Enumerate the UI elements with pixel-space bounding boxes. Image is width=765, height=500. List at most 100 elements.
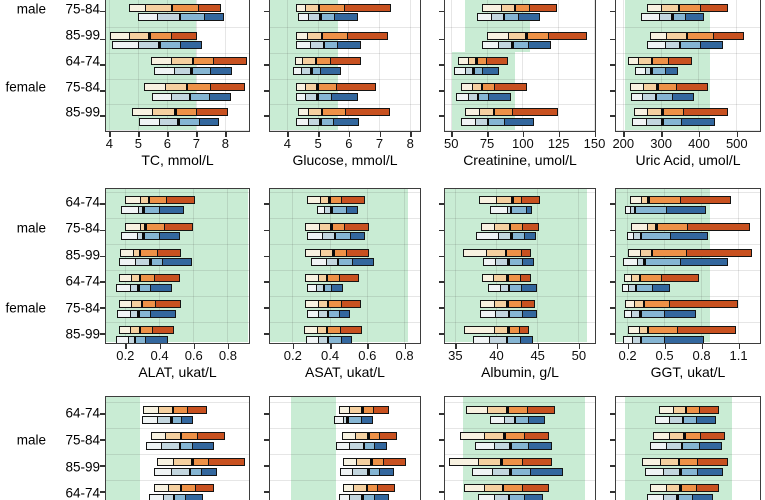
quantile-segment xyxy=(519,275,531,282)
quantile-segment xyxy=(155,468,174,475)
quantile-segment xyxy=(660,275,699,282)
quantile-segment xyxy=(461,84,475,90)
quantile-bar-blue xyxy=(118,258,192,267)
median-tick xyxy=(525,32,528,39)
gridline-horizontal xyxy=(616,191,760,193)
quantile-segment xyxy=(203,14,224,21)
median-tick xyxy=(508,310,511,317)
median-tick xyxy=(139,249,142,256)
gridline-horizontal xyxy=(106,191,249,193)
quantile-bar-orange xyxy=(304,326,363,335)
quantile-segment xyxy=(181,416,192,423)
gridline-horizontal xyxy=(270,78,420,80)
quantile-segment xyxy=(158,233,179,240)
quantile-bar-orange xyxy=(481,222,539,231)
y-axis-tick xyxy=(609,90,615,92)
quantile-segment xyxy=(345,109,389,116)
panel-glucose xyxy=(269,0,421,132)
age-group-label: 64-74 xyxy=(65,194,100,210)
quantile-segment xyxy=(151,327,174,334)
quantile-segment xyxy=(493,442,512,449)
quantile-segment xyxy=(374,494,389,500)
x-axis-tick xyxy=(125,344,127,349)
quantile-segment xyxy=(634,109,650,116)
y-axis-tick xyxy=(438,38,444,41)
median-tick xyxy=(361,407,364,413)
x-axis-tick xyxy=(594,132,596,137)
median-tick xyxy=(321,109,324,116)
quantile-segment xyxy=(318,4,345,11)
quantile-bar-blue xyxy=(640,13,704,22)
median-tick xyxy=(140,301,144,308)
gridline-vertical xyxy=(108,0,110,131)
median-tick xyxy=(310,67,313,74)
quantile-bar-blue xyxy=(456,92,511,101)
quantile-segment xyxy=(197,4,221,11)
quantile-segment xyxy=(504,416,516,423)
median-tick xyxy=(191,58,195,64)
median-tick xyxy=(677,4,680,11)
quantile-segment xyxy=(678,4,702,11)
quantile-segment xyxy=(505,249,522,256)
gridline-horizontal xyxy=(270,218,420,220)
quantile-bar-orange xyxy=(624,274,700,283)
quantile-segment xyxy=(700,433,724,439)
quantile-bar-blue xyxy=(471,467,563,476)
quantile-segment xyxy=(512,109,558,116)
age-group-label: 85-99 xyxy=(65,104,100,120)
quantile-segment xyxy=(129,327,142,334)
quantile-bar-orange xyxy=(463,326,529,335)
quantile-segment xyxy=(458,58,471,64)
quantile-segment xyxy=(632,118,649,125)
quantile-segment xyxy=(666,32,689,39)
quantile-bar-blue xyxy=(340,467,394,476)
quantile-segment xyxy=(165,84,189,90)
quantile-bar-orange xyxy=(343,458,406,466)
y-axis-tick xyxy=(99,307,105,309)
y-axis-tick xyxy=(609,439,615,441)
quantile-bar-blue xyxy=(480,309,538,318)
median-tick xyxy=(508,284,511,291)
median-tick xyxy=(144,223,147,230)
y-axis-tick xyxy=(438,64,444,66)
quantile-segment xyxy=(130,4,148,11)
gridline-vertical xyxy=(379,0,381,131)
quantile-segment xyxy=(161,442,181,449)
quantile-bar-blue xyxy=(338,493,390,500)
quantile-segment xyxy=(315,58,331,64)
quantile-segment xyxy=(348,442,365,449)
quantile-segment xyxy=(510,206,528,213)
quantile-segment xyxy=(360,416,372,423)
x-axis-tick xyxy=(330,344,332,349)
quantile-segment xyxy=(695,485,718,491)
quantile-segment xyxy=(119,259,138,266)
quantile-segment xyxy=(483,275,496,282)
gridline-horizontal xyxy=(106,270,249,271)
x-tick-label: 35 xyxy=(448,348,463,363)
y-axis-tick xyxy=(99,38,105,41)
quantile-segment xyxy=(159,118,180,125)
y-axis-tick xyxy=(263,491,269,493)
reference-band xyxy=(290,397,337,500)
quantile-bar-orange xyxy=(480,300,535,309)
y-axis-tick xyxy=(263,307,269,309)
median-tick xyxy=(171,407,174,413)
quantile-segment xyxy=(667,58,691,64)
quantile-segment xyxy=(483,42,501,49)
quantile-segment xyxy=(523,433,549,439)
quantile-segment xyxy=(339,494,352,500)
x-axis-tick xyxy=(661,132,663,137)
quantile-segment xyxy=(483,4,504,11)
quantile-segment xyxy=(637,259,646,266)
quantile-segment xyxy=(157,249,181,256)
x-tick-label: 0.2 xyxy=(283,348,302,363)
quantile-segment xyxy=(320,249,335,256)
quantile-segment xyxy=(629,206,637,213)
quantile-segment xyxy=(159,42,181,49)
age-group-label: 75-84 xyxy=(65,79,100,94)
quantile-bar-blue xyxy=(647,493,714,500)
quantile-segment xyxy=(648,42,667,49)
age-group-label: 75-84 xyxy=(65,1,100,17)
x-axis-tick xyxy=(410,132,412,137)
quantile-segment xyxy=(348,494,364,500)
